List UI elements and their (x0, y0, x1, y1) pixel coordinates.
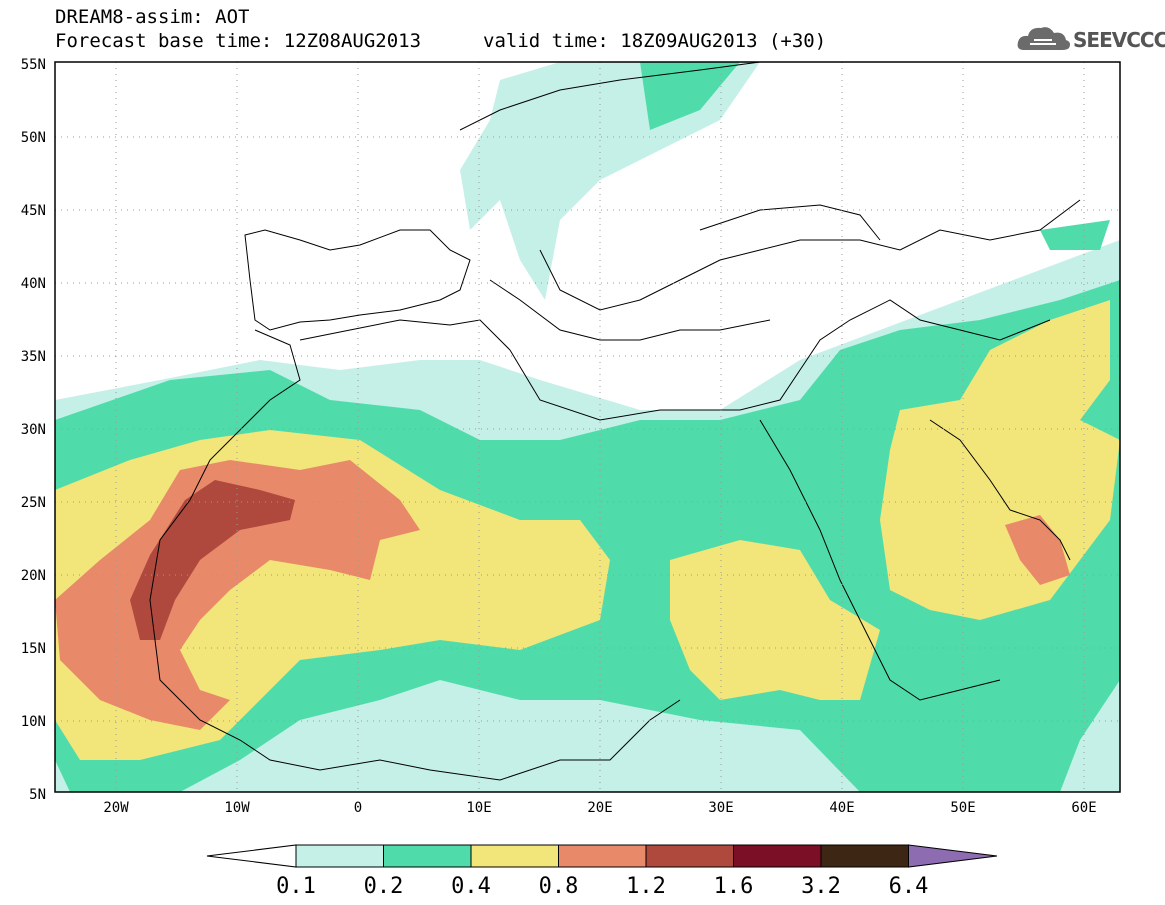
lat-label: 30N (21, 422, 46, 438)
lon-label: 50E (950, 800, 975, 816)
aot-contour-12 (130, 480, 295, 640)
lat-label: 20N (21, 568, 46, 584)
map-title: DREAM8-assim: AOT (55, 6, 250, 28)
colorbar-label: 0.4 (451, 874, 491, 899)
seevccc-logo: SEEVCCC (1016, 22, 1165, 56)
valid-time: valid time: 18Z09AUG2013 (+30) (483, 30, 827, 52)
lon-label: 20E (587, 800, 612, 816)
lat-label: 55N (21, 57, 46, 73)
aot-contour-04b (670, 540, 880, 700)
colorbar-label: 3.2 (801, 874, 841, 899)
colorbar-label: 0.1 (276, 874, 316, 899)
aot-contour-08b (1005, 515, 1070, 585)
logo-text: SEEVCCC (1073, 28, 1165, 52)
lon-label: 10W (224, 800, 250, 816)
lat-label: 40N (21, 276, 46, 292)
lon-label: 30E (708, 800, 733, 816)
colorbar-swatch (470, 844, 559, 868)
colorbar-swatch (295, 844, 384, 868)
lat-label: 45N (21, 203, 46, 219)
colorbar-label: 1.2 (626, 874, 666, 899)
colorbar-label: 6.4 (889, 874, 929, 899)
colorbar-swatch (558, 844, 647, 868)
lon-label: 40E (829, 800, 854, 816)
lon-axis: 20W 10W 0 10E 20E 30E 40E 50E 60E (103, 800, 1096, 816)
aot-field (55, 62, 1120, 792)
coastlines (149, 62, 1081, 781)
aot-contour-02c (1040, 220, 1110, 250)
lat-axis: 55N 50N 45N 40N 35N 30N 25N 20N 15N 10N … (21, 57, 46, 803)
lat-label: 25N (21, 495, 46, 511)
colorbar-label: 1.6 (714, 874, 754, 899)
lat-label: 35N (21, 349, 46, 365)
lon-label: 0 (354, 800, 362, 816)
lat-label: 15N (21, 641, 46, 657)
plot-frame (54, 61, 1121, 793)
lat-label: 50N (21, 130, 46, 146)
colorbar-swatch (733, 844, 822, 868)
colorbar-label: 0.2 (364, 874, 404, 899)
lon-label: 20W (103, 800, 129, 816)
lat-label: 5N (29, 787, 46, 803)
colorbar: 0.1 0.2 0.4 0.8 1.2 1.6 3.2 6.4 (206, 844, 998, 899)
colorbar-over-triangle (908, 844, 998, 868)
colorbar-swatch (645, 844, 734, 868)
colorbar-under-triangle (206, 844, 297, 868)
colorbar-label: 0.8 (539, 874, 579, 899)
cloud-logo-icon (1017, 27, 1070, 50)
aot-contour-08 (55, 460, 420, 730)
colorbar-swatch (820, 844, 909, 868)
aot-contour-01b (460, 62, 760, 300)
aot-contour-02b (640, 62, 740, 130)
colorbar-swatch (383, 844, 472, 868)
lon-label: 60E (1071, 800, 1096, 816)
lat-label: 10N (21, 714, 46, 730)
lon-label: 10E (466, 800, 491, 816)
forecast-base-time: Forecast base time: 12Z08AUG2013 (55, 30, 422, 52)
